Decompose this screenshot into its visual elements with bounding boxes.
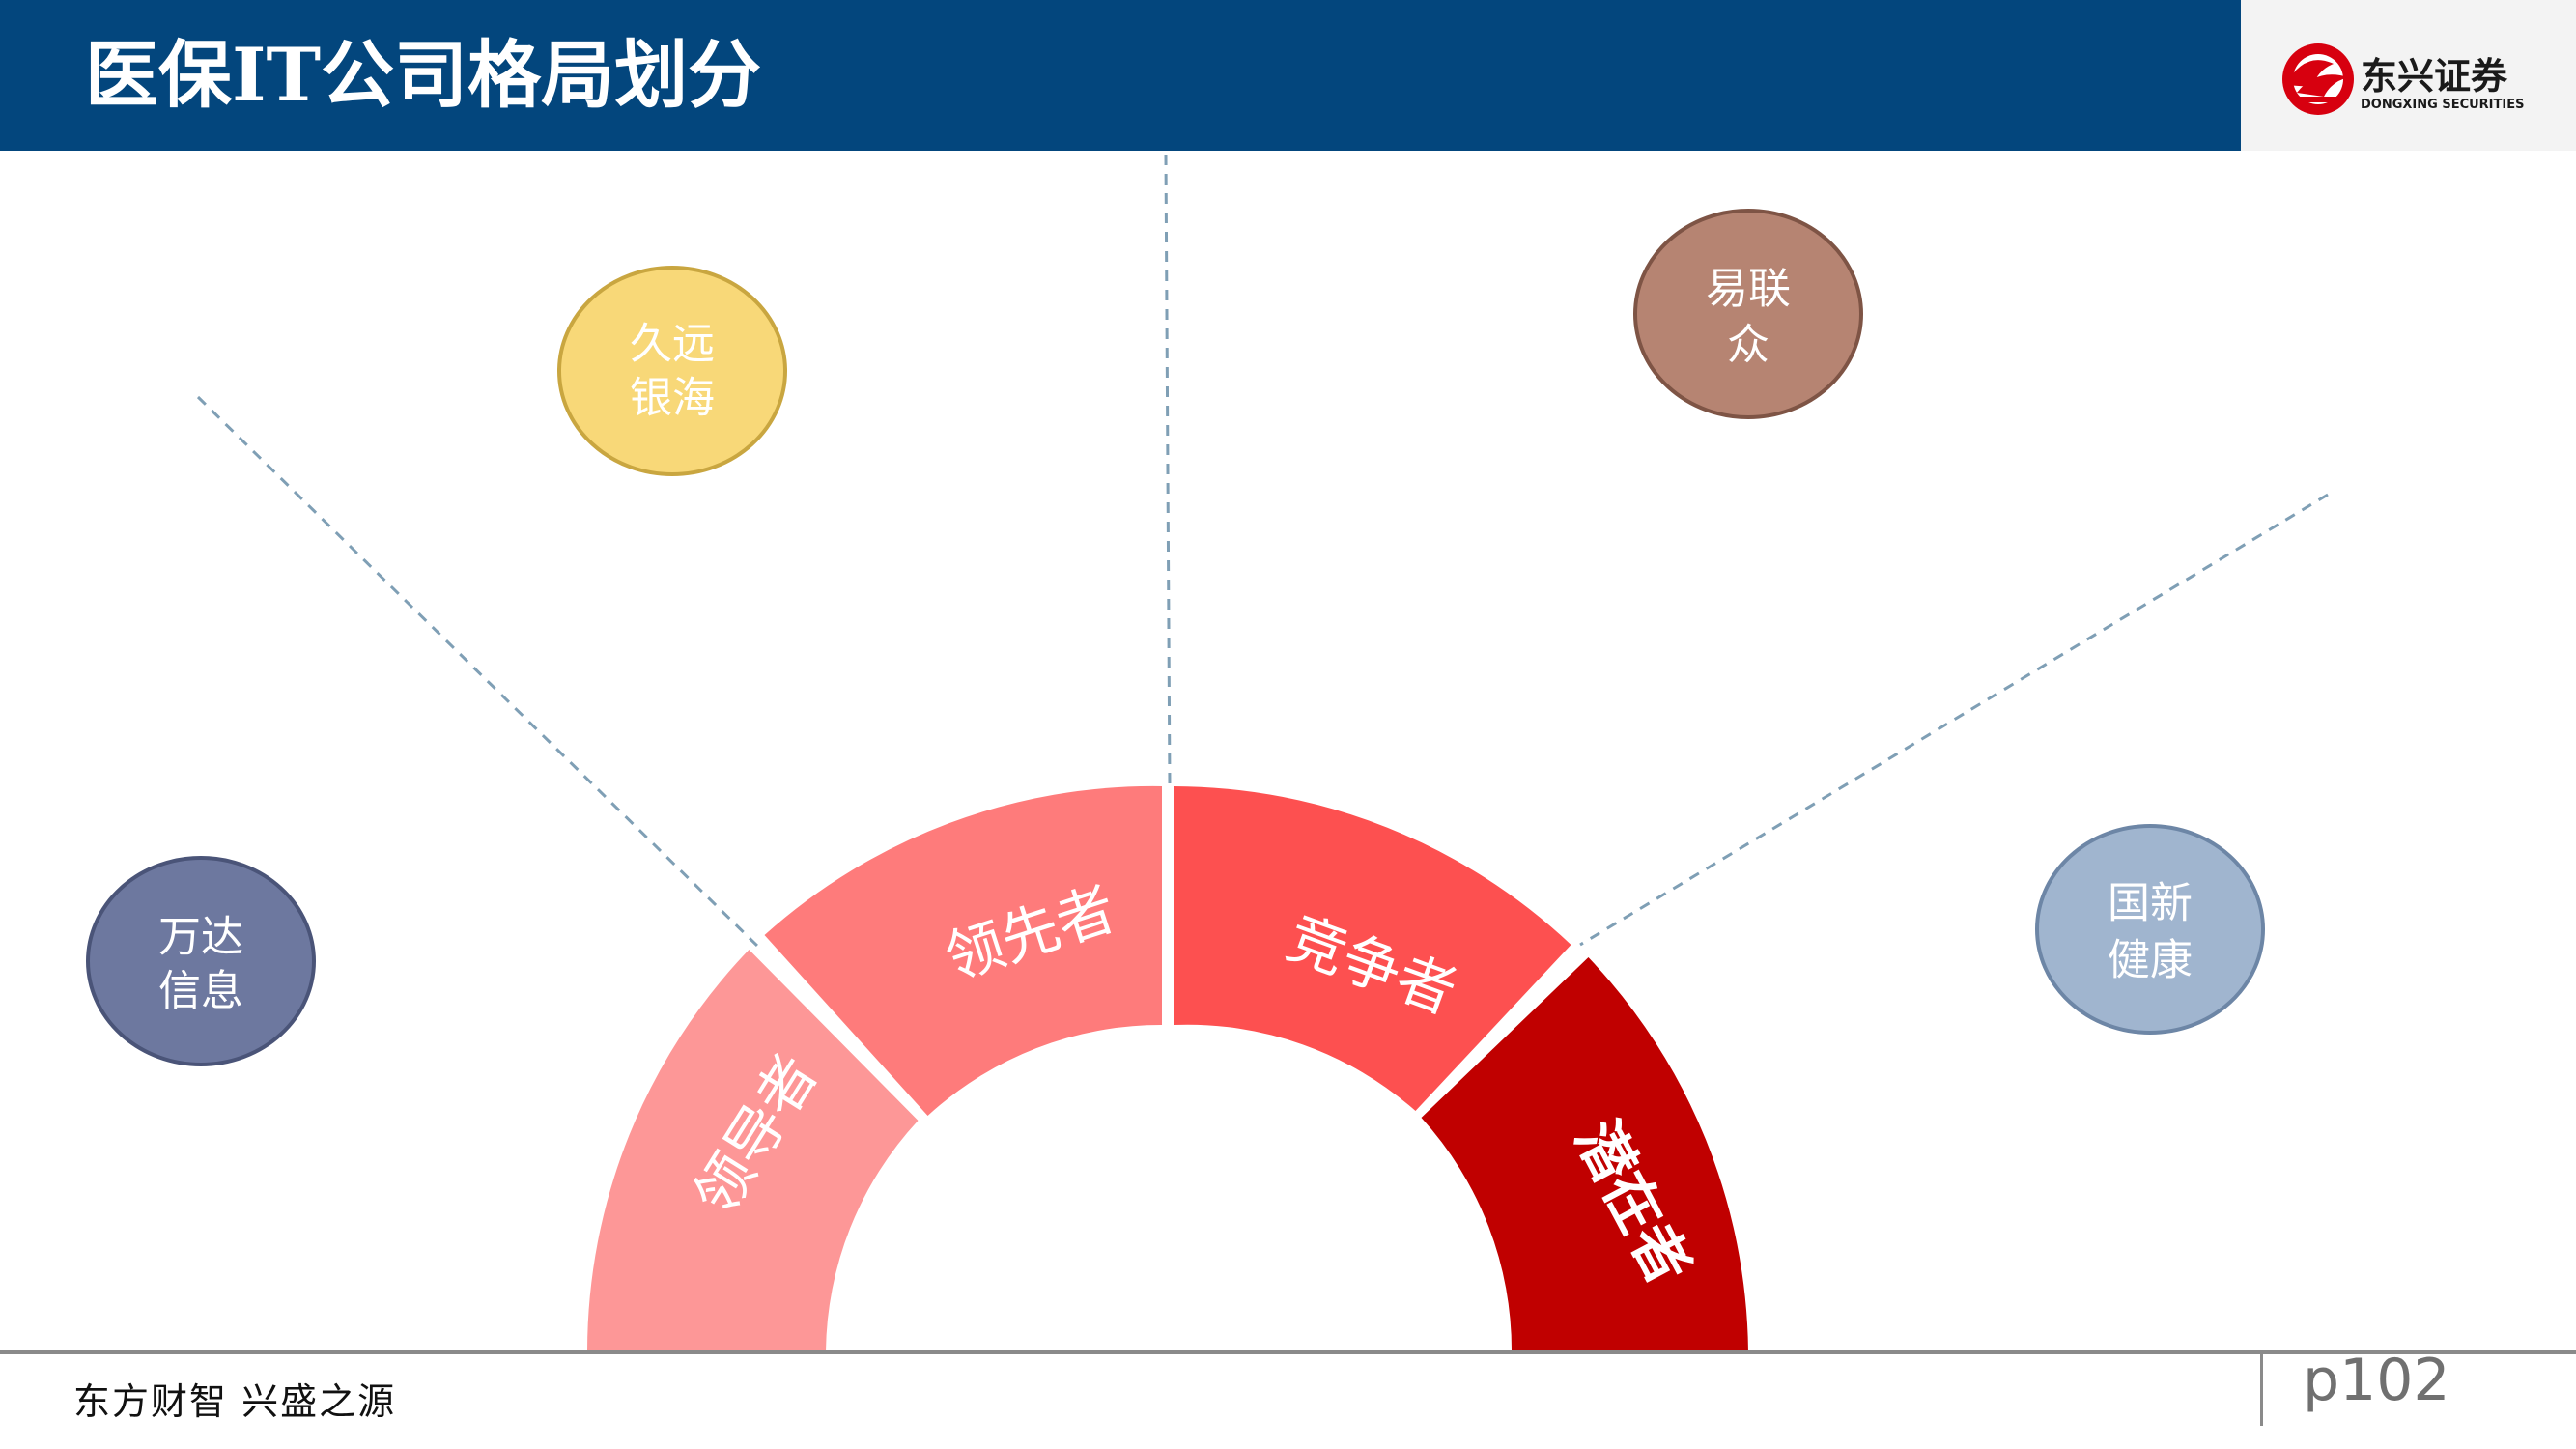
company-name-line2: 信息 (158, 967, 243, 1016)
segment-competitor (1174, 786, 1571, 1111)
dongxing-logo-mark (2282, 43, 2354, 115)
footer-rule (0, 1350, 2576, 1354)
company-name-line2: 银海 (630, 374, 715, 423)
logo-name-en: DONGXING SECURITIES (2361, 98, 2524, 112)
company-name-line1: 易联 (1706, 265, 1791, 314)
company-bubble-guoxin: 国新 健康 (2035, 824, 2265, 1035)
footer-slogan: 东方财智 兴盛之源 (73, 1380, 397, 1423)
company-name-line1: 万达 (158, 913, 243, 962)
company-bubble-yilianzhong: 易联 众 (1633, 209, 1863, 419)
title-bar: 医保IT公司格局划分 (0, 0, 2241, 151)
company-bubble-wanda: 万达 信息 (86, 856, 316, 1066)
company-name-line1: 国新 (2108, 879, 2193, 928)
divider-line-left (196, 395, 762, 951)
company-name-line2: 众 (1727, 321, 1769, 370)
company-bubble-jiuyuan: 久远 银海 (557, 266, 787, 476)
company-logo: 东兴证券 DONGXING SECURITIES (2241, 0, 2576, 151)
segment-leader (586, 950, 919, 1352)
footer-divider (2260, 1352, 2263, 1426)
divider-line-right (1579, 493, 2329, 947)
logo-name-cn: 东兴证券 (2361, 55, 2508, 98)
page-number: p102 (2303, 1347, 2450, 1414)
company-name-line2: 健康 (2108, 936, 2193, 985)
company-name-line1: 久远 (630, 320, 715, 369)
half-ring (586, 785, 1748, 1352)
page-title: 医保IT公司格局划分 (85, 32, 762, 118)
divider-lines (196, 154, 2329, 951)
divider-line-center (1164, 154, 1172, 788)
segment-potential (1421, 957, 1748, 1352)
segment-frontrunner (764, 785, 1162, 1116)
